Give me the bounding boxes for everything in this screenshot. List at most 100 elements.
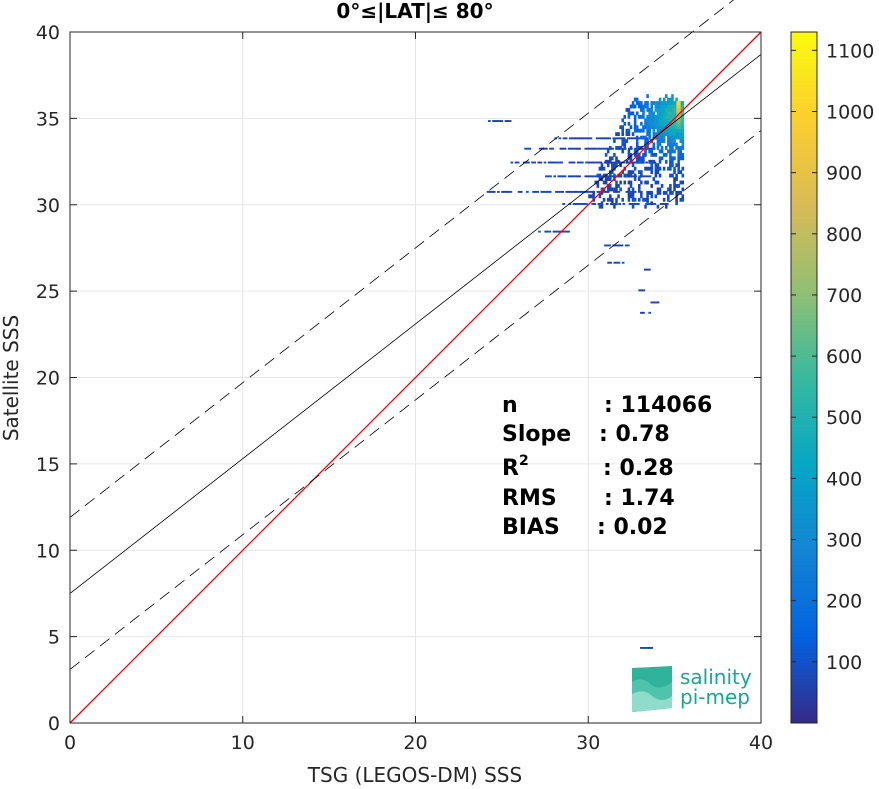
density-cell	[569, 147, 573, 150]
density-cell	[667, 128, 670, 133]
density-cell	[654, 301, 658, 304]
density-cell	[658, 149, 662, 154]
density-cell	[660, 118, 664, 123]
density-cell	[671, 114, 674, 119]
density-cell	[608, 194, 612, 199]
density-cell	[577, 190, 581, 193]
density-cell	[656, 121, 660, 126]
density-cell	[642, 135, 645, 140]
density-cell	[625, 173, 629, 178]
density-cell	[676, 104, 681, 109]
density-cell	[652, 152, 656, 157]
density-cell	[622, 203, 626, 205]
density-cell	[613, 173, 616, 178]
density-cell	[675, 135, 678, 140]
density-cell	[673, 128, 676, 133]
density-cell	[667, 132, 670, 137]
density-cell	[644, 135, 647, 140]
density-cell	[656, 204, 660, 209]
density-cell	[648, 125, 651, 130]
density-cell	[488, 120, 491, 123]
density-cell	[635, 152, 639, 157]
density-cell	[633, 128, 637, 133]
density-cell	[664, 121, 668, 126]
density-cell	[652, 128, 656, 133]
density-cell	[658, 159, 662, 164]
density-cell	[677, 156, 680, 161]
density-cell	[656, 104, 660, 109]
density-cell	[631, 137, 634, 140]
density-cell	[635, 139, 639, 143]
density-cell	[648, 121, 651, 126]
density-cell	[658, 139, 662, 143]
density-cell	[646, 128, 649, 133]
colorbar-ticks: 100 200 300 400 500 600 700 800 900 1000 1100	[791, 40, 874, 674]
density-cell	[568, 137, 572, 140]
density-cell	[614, 137, 618, 140]
density-cell	[633, 118, 637, 123]
density-cell	[567, 175, 571, 178]
density-cell	[658, 121, 662, 126]
density-cell	[504, 120, 508, 123]
density-cell	[673, 149, 676, 154]
density-cell	[638, 184, 641, 188]
density-cell	[660, 184, 664, 188]
density-cell	[588, 147, 592, 150]
density-cell	[656, 128, 660, 133]
density-cell	[642, 114, 645, 119]
density-cell	[662, 152, 666, 157]
density-cell	[607, 261, 610, 264]
density-cell	[673, 177, 676, 181]
density-cell	[633, 166, 637, 171]
density-cell	[614, 244, 618, 247]
density-cell	[617, 194, 620, 199]
density-cell	[679, 101, 683, 105]
density-cell	[656, 139, 660, 143]
regression-line	[69, 54, 762, 594]
density-cell	[608, 197, 612, 202]
density-cell	[646, 121, 649, 126]
density-cell	[510, 161, 514, 164]
density-cell	[594, 147, 598, 150]
density-cell	[627, 180, 631, 185]
density-cell	[669, 132, 672, 137]
density-cell	[598, 177, 602, 181]
density-cell	[606, 149, 610, 154]
density-cell	[608, 159, 612, 164]
density-cell	[621, 261, 625, 264]
density-cell	[627, 173, 631, 178]
density-cell	[631, 190, 635, 195]
density-cell	[496, 120, 500, 123]
density-cell	[675, 201, 678, 206]
density-cell	[640, 101, 643, 105]
density-cell	[662, 118, 666, 123]
density-cell	[648, 175, 652, 178]
density-cell	[590, 194, 593, 199]
density-cell	[629, 104, 633, 109]
density-cell	[602, 190, 606, 193]
density-cell	[627, 108, 631, 112]
density-cell	[599, 137, 603, 140]
density-cell	[546, 230, 550, 233]
density-cell	[667, 114, 670, 119]
density-cell	[622, 161, 626, 164]
density-cell	[623, 114, 627, 119]
density-cell	[598, 204, 602, 209]
y-axis-ticks: 0 5 10 15 20 25 30 35 40	[36, 22, 761, 735]
density-cell	[673, 170, 676, 175]
density-cell	[656, 118, 660, 123]
density-cell	[671, 156, 674, 161]
density-cell	[669, 142, 672, 147]
density-cell	[631, 111, 635, 116]
density-cell	[654, 132, 658, 137]
density-cell	[650, 301, 654, 304]
density-cell	[646, 132, 649, 137]
density-cell	[642, 159, 645, 164]
density-cell	[675, 132, 678, 137]
density-cell	[629, 173, 633, 178]
density-cell	[673, 180, 676, 185]
density-cell	[667, 121, 670, 126]
density-cell	[645, 137, 649, 140]
density-cell	[611, 201, 614, 206]
stat-label: Slope	[502, 422, 571, 447]
